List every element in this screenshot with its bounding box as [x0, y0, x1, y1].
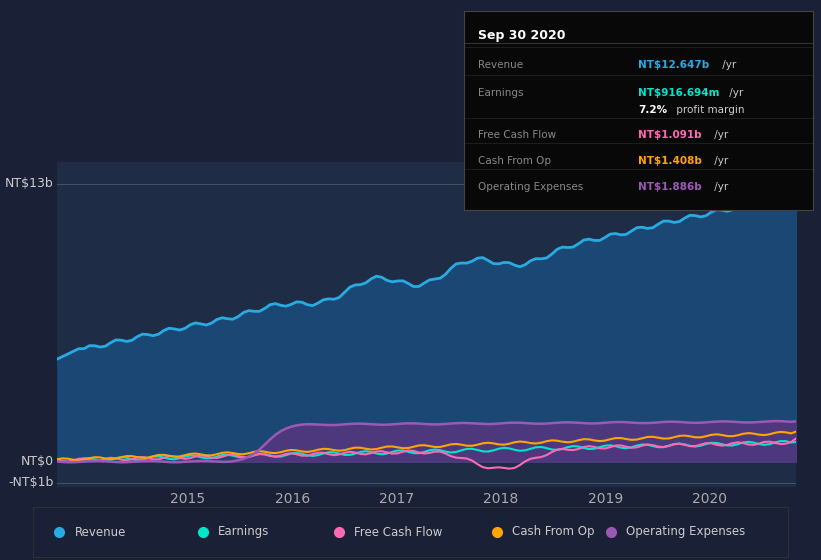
Text: profit margin: profit margin — [672, 105, 744, 115]
Text: Sep 30 2020: Sep 30 2020 — [478, 29, 566, 42]
Text: /yr: /yr — [711, 130, 728, 141]
Text: NT$13b: NT$13b — [5, 178, 54, 190]
Text: Cash From Op: Cash From Op — [512, 525, 595, 539]
Text: NT$0: NT$0 — [21, 455, 54, 468]
Text: NT$916.694m: NT$916.694m — [639, 88, 720, 97]
Text: Earnings: Earnings — [218, 525, 269, 539]
Text: NT$1.886b: NT$1.886b — [639, 182, 702, 192]
Text: -NT$1b: -NT$1b — [8, 477, 54, 489]
Text: NT$1.091b: NT$1.091b — [639, 130, 702, 141]
Text: Free Cash Flow: Free Cash Flow — [478, 130, 556, 141]
Text: Operating Expenses: Operating Expenses — [626, 525, 745, 539]
Text: NT$12.647b: NT$12.647b — [639, 60, 709, 70]
Text: 7.2%: 7.2% — [639, 105, 667, 115]
Text: Revenue: Revenue — [478, 60, 523, 70]
Text: Free Cash Flow: Free Cash Flow — [354, 525, 443, 539]
Text: Operating Expenses: Operating Expenses — [478, 182, 583, 192]
Text: /yr: /yr — [727, 88, 744, 97]
Text: NT$1.408b: NT$1.408b — [639, 156, 702, 166]
Text: Earnings: Earnings — [478, 88, 523, 97]
Text: /yr: /yr — [718, 60, 736, 70]
Text: /yr: /yr — [711, 156, 728, 166]
Text: /yr: /yr — [711, 182, 728, 192]
Text: Revenue: Revenue — [75, 525, 126, 539]
Text: Cash From Op: Cash From Op — [478, 156, 551, 166]
